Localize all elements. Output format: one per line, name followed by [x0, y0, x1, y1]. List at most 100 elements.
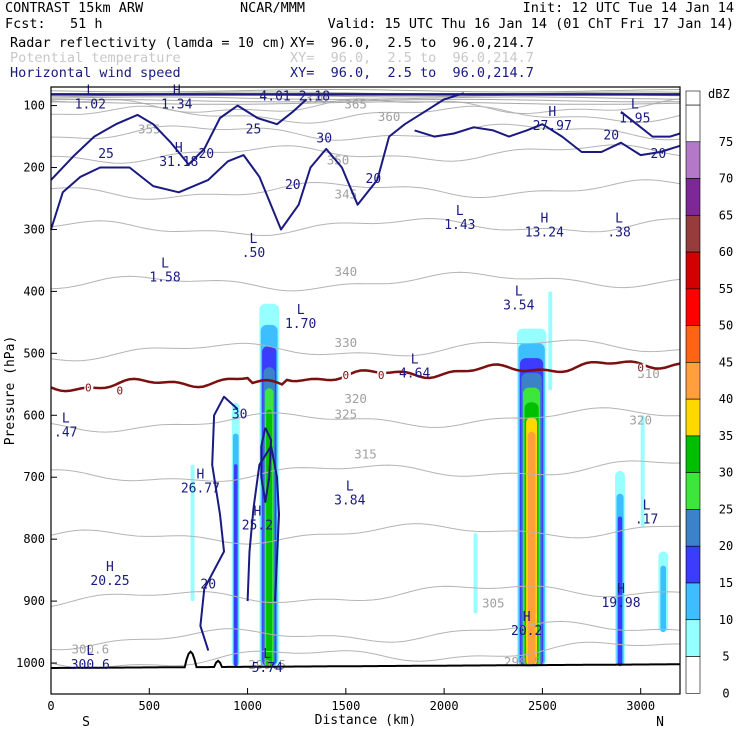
wind-label: 20 [366, 172, 382, 187]
extremum-value: 1.58 [149, 271, 180, 286]
extremum-type: L [631, 98, 639, 113]
y-tick-label: 1000 [16, 656, 45, 670]
colorbar-swatch [685, 619, 701, 657]
reflectivity-cell [617, 516, 623, 667]
x-tick-label: 1500 [331, 699, 360, 713]
extremum-value: .38 [607, 226, 630, 241]
x-end-label-left: S [82, 715, 90, 730]
y-axis-label: Pressure (hPa) [3, 336, 18, 446]
extremum-type: L [297, 303, 305, 318]
extremum-value: 20.2 [511, 624, 542, 639]
valid-time: Valid: 15 UTC Thu 16 Jan 14 (01 ChT Fri … [327, 16, 734, 32]
extremum-value: 1.70 [285, 317, 316, 332]
wind-label: 20 [198, 147, 214, 162]
extremum-value: 1.34 [161, 97, 192, 112]
theta-label: 320 [344, 391, 367, 406]
theta-label: 299.5 [248, 657, 286, 672]
wind-label: 30 [316, 132, 332, 147]
theta-label: 315 [354, 447, 377, 462]
reflectivity-cell [527, 431, 536, 667]
extremum-type: L [515, 285, 523, 300]
theta-line [50, 523, 681, 545]
y-tick-label: 600 [23, 408, 45, 422]
colorbar-swatch [685, 178, 701, 216]
reflectivity-cell [473, 533, 478, 614]
fcst-value: 51 h [70, 16, 103, 32]
theta-line [50, 407, 681, 433]
wind-contour [50, 92, 465, 231]
extremum-type: L [456, 204, 464, 219]
extremum-type: H [617, 582, 625, 597]
colorbar-swatch [685, 104, 701, 143]
colorbar-label: 25 [719, 502, 733, 516]
freezing-label-bg [84, 383, 94, 394]
extremum-value: 27.97 [533, 119, 572, 134]
colorbar-label: 70 [719, 172, 733, 186]
colorbar-swatch [685, 325, 701, 363]
wind-label: 20 [651, 147, 667, 162]
x-tick-label: 500 [138, 699, 160, 713]
extremum-type: L [250, 232, 258, 247]
theta-label: 298.5 [504, 654, 542, 669]
theta-line [50, 585, 681, 607]
theta-line [50, 179, 681, 200]
reflectivity-layer [51, 87, 680, 694]
theta-label: 330 [335, 335, 358, 350]
colorbar-swatch [685, 472, 701, 510]
reflectivity-cell [660, 565, 667, 632]
colorbar-swatch [685, 288, 701, 326]
x-axis-label: Distance (km) [315, 713, 417, 728]
freezing-label-bg [341, 371, 351, 382]
colorbar-label: 0 [722, 686, 729, 700]
theta-label: 300.6 [71, 642, 109, 657]
model-name: NCAR/MMM [240, 0, 306, 16]
field-xy-wind: XY= 96.0, 2.5 to 96.0,214.7 [290, 65, 534, 81]
extremum-value: 3.54 [503, 299, 534, 314]
extremum-type: L [643, 498, 651, 513]
extremum-value: 4.01 [259, 89, 290, 104]
colorbar-swatch [685, 362, 701, 400]
theta-line [50, 96, 681, 100]
extremum-type: H [548, 105, 556, 120]
reflectivity-cell [640, 415, 645, 527]
colorbar-swatch [685, 398, 701, 437]
extremum-value: 26.77 [181, 481, 220, 496]
x-end-label-right: N [656, 715, 664, 730]
extremum-type: L [86, 83, 94, 98]
plot-frame [50, 86, 681, 695]
chart-title: CONTRAST 15km ARW [5, 0, 144, 16]
extremum-value: .50 [242, 246, 265, 261]
x-tick-label: 1000 [233, 699, 262, 713]
y-tick-label: 100 [23, 99, 45, 113]
y-tick-label: 200 [23, 161, 45, 175]
theta-label: 360 [378, 109, 401, 124]
field-name-wind: Horizontal wind speed [10, 65, 181, 81]
theta-label: 325 [335, 406, 358, 421]
extremum-value: 5.74 [252, 661, 283, 676]
axes: 0 500 1000 1500 2000 2500 30001002003004005006… [3, 86, 681, 730]
terrain-line [51, 650, 680, 669]
extremum-value: 300.6 [71, 658, 110, 673]
freezing-label-bg [115, 386, 125, 397]
theta-line [50, 620, 681, 651]
wind-label: 25 [246, 122, 262, 137]
colorbar-swatch [685, 215, 701, 253]
wind-contour [620, 111, 681, 138]
freezing-label: 0 [637, 362, 644, 375]
colorbar-label: 15 [719, 576, 733, 590]
theta-line [50, 101, 681, 105]
colorbar-label: 30 [719, 466, 733, 480]
colorbar-label: 60 [719, 245, 733, 259]
freezing-label-bg [636, 363, 646, 374]
y-tick-label: 300 [23, 222, 45, 236]
field-name-theta: Potential temperature [10, 50, 181, 66]
colorbar-swatch [685, 582, 701, 621]
colorbar-label: 75 [719, 135, 733, 149]
wind-contour [199, 395, 239, 651]
colorbar-label: 10 [719, 613, 733, 627]
theta-line [50, 339, 681, 362]
colorbar-label: 50 [719, 319, 733, 333]
y-tick-label: 800 [23, 532, 45, 546]
extremum-type: L [346, 480, 354, 495]
